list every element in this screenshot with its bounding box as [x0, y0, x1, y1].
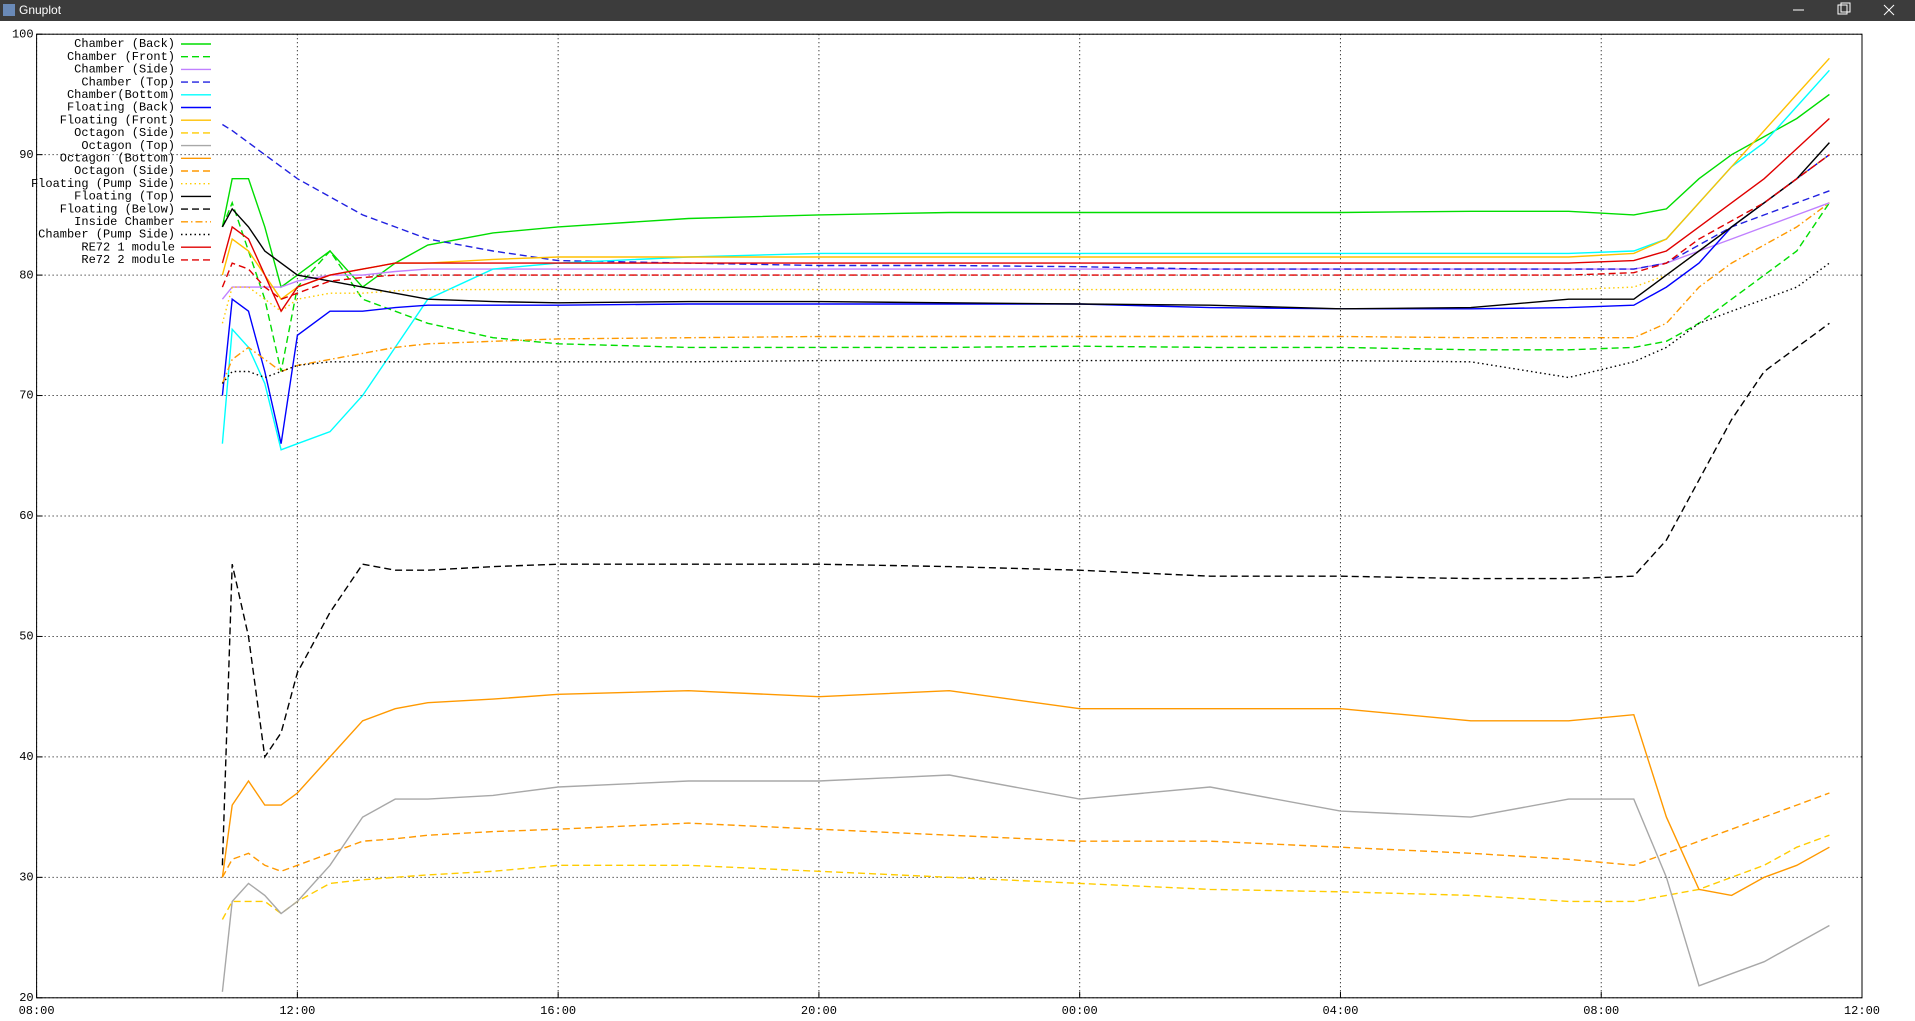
legend-label: Floating (Back)	[67, 101, 175, 115]
series-line	[221, 93, 1830, 289]
series-line	[221, 57, 1830, 301]
y-tick-label: 60	[19, 509, 33, 523]
legend-label: Octagon (Side)	[74, 164, 175, 178]
app-icon	[3, 4, 15, 16]
series-line	[222, 123, 1830, 270]
x-tick-label: 16:00	[540, 1004, 576, 1018]
series-line	[221, 262, 1830, 384]
series-line	[221, 322, 1830, 866]
legend-label: Chamber (Pump Side)	[38, 228, 175, 242]
series-line	[221, 202, 1830, 300]
x-tick-label: 12:00	[279, 1004, 315, 1018]
y-tick-label: 90	[19, 148, 33, 162]
restore-button[interactable]	[1837, 2, 1851, 15]
legend-label: Octagon (Top)	[81, 139, 175, 153]
legend-label: Chamber(Bottom)	[67, 88, 175, 102]
y-tick-label: 20	[19, 991, 33, 1005]
x-tick-label: 04:00	[1322, 1004, 1358, 1018]
x-tick-label: 00:00	[1062, 1004, 1098, 1018]
series-line	[221, 117, 1830, 313]
legend-label: Chamber (Front)	[67, 50, 175, 64]
legend-label: Chamber (Side)	[74, 63, 175, 77]
y-tick-label: 100	[12, 27, 34, 41]
x-tick-label: 08:00	[19, 1004, 55, 1018]
y-tick-label: 30	[19, 871, 33, 885]
legend-label: Re72 2 module	[81, 253, 175, 267]
window-title: Gnuplot	[19, 3, 62, 17]
y-tick-label: 40	[19, 750, 33, 764]
x-tick-label: 20:00	[801, 1004, 837, 1018]
legend-label: Floating (Below)	[60, 202, 175, 216]
legend-label: Chamber (Top)	[81, 75, 175, 89]
legend-label: RE72 1 module	[81, 240, 175, 254]
y-tick-label: 80	[19, 268, 33, 282]
legend-label: Octagon (Bottom)	[60, 151, 175, 165]
series-line	[221, 154, 1830, 444]
series-line	[221, 689, 1830, 897]
series-line	[221, 774, 1830, 992]
x-tick-label: 08:00	[1583, 1004, 1619, 1018]
legend-label: Chamber (Back)	[74, 37, 175, 51]
series-line	[221, 142, 1830, 310]
legend-label: Floating (Top)	[74, 190, 175, 204]
series-line	[221, 154, 1830, 300]
legend-label: Floating (Front)	[60, 113, 175, 127]
y-tick-label: 70	[19, 389, 33, 403]
series-line	[221, 792, 1830, 878]
legend-label: Octagon (Side)	[74, 126, 175, 140]
plot: 20 30 40 50 60 70 80 90 100 08:00 12:00 16:00 20:00 0…	[12, 27, 1880, 1018]
x-tick-label: 12:00	[1844, 1004, 1880, 1018]
legend-label: Floating (Pump Side)	[31, 177, 175, 191]
series-line	[221, 200, 1830, 372]
title-bar	[0, 0, 1915, 21]
y-tick-label: 50	[19, 630, 33, 644]
close-button[interactable]	[1883, 4, 1895, 16]
plot-border	[36, 33, 1863, 999]
legend-label: Inside Chamber	[74, 215, 175, 229]
